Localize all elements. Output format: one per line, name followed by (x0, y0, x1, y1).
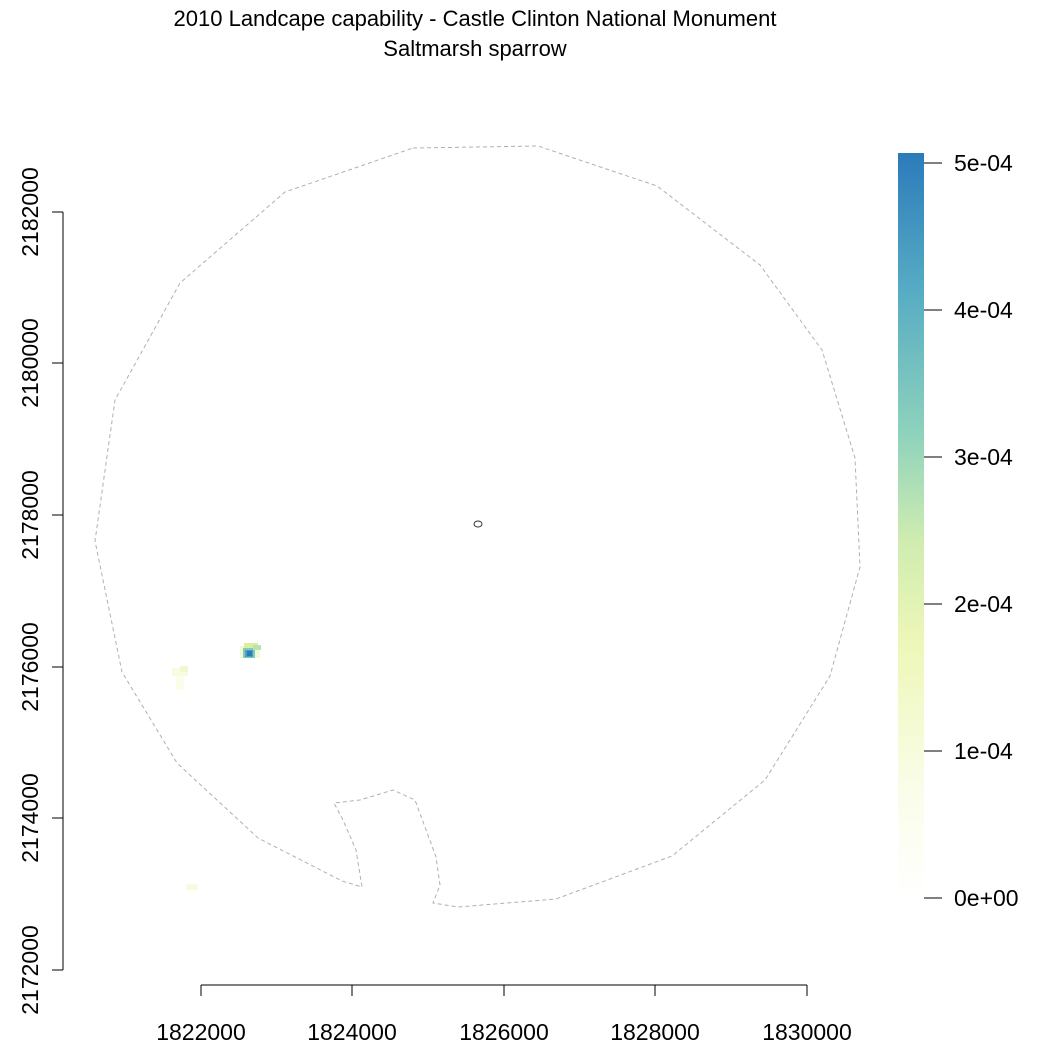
x-tick-label: 1826000 (459, 1019, 549, 1045)
habitat-patch-south (186, 884, 198, 890)
legend-color-bar (898, 153, 924, 898)
habitat-patch-main (240, 643, 261, 658)
y-tick-label: 2178000 (17, 470, 43, 560)
legend-tick-label: 4e-04 (954, 297, 1013, 323)
legend-tick-label: 2e-04 (954, 591, 1013, 617)
legend-tick-label: 0e+00 (954, 885, 1019, 911)
legend: 0e+00 1e-04 2e-04 3e-04 4e-04 5e-04 (898, 150, 1019, 911)
legend-tick-label: 5e-04 (954, 150, 1013, 176)
monument-outline (473, 520, 483, 528)
x-tick-label: 1830000 (762, 1019, 852, 1045)
map-subtitle: Saltmarsh sparrow (383, 36, 567, 61)
x-tick-label: 1828000 (610, 1019, 700, 1045)
y-tick-label: 2180000 (17, 318, 43, 408)
legend-tick-label: 1e-04 (954, 738, 1013, 764)
habitat-patch-west (172, 666, 188, 690)
y-tick-label: 2174000 (17, 773, 43, 863)
map-title: 2010 Landcape capability - Castle Clinto… (174, 6, 777, 31)
y-tick-label: 2182000 (17, 167, 43, 257)
y-axis: 2172000 2174000 2176000 2178000 2180000 … (17, 167, 64, 1015)
study-area-boundary (94, 145, 861, 908)
y-tick-label: 2172000 (17, 925, 43, 1015)
x-tick-label: 1822000 (156, 1019, 246, 1045)
y-tick-label: 2176000 (17, 622, 43, 712)
legend-tick-label: 3e-04 (954, 444, 1013, 470)
x-axis: 1822000 1824000 1826000 1828000 1830000 (156, 984, 852, 1045)
x-tick-label: 1824000 (307, 1019, 397, 1045)
